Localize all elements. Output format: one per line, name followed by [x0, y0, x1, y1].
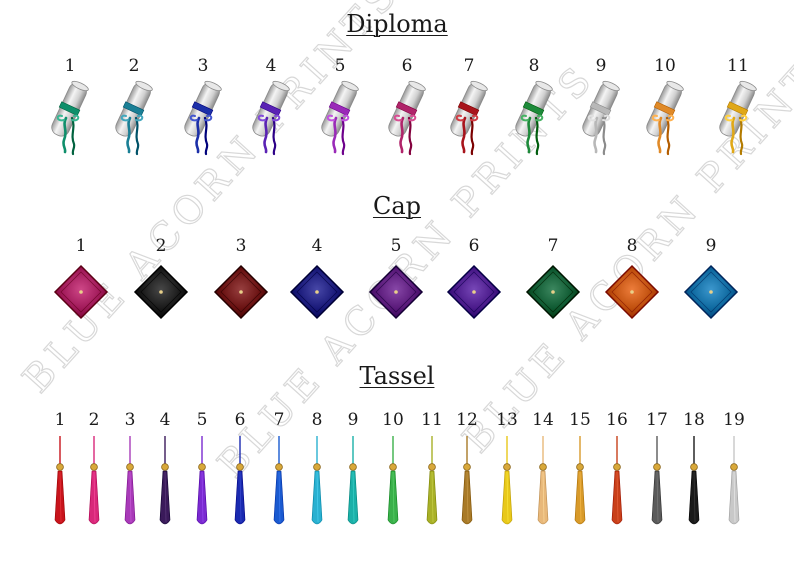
tassel[interactable] — [649, 436, 665, 532]
graduation-cap[interactable] — [602, 262, 662, 328]
tassel[interactable] — [499, 436, 515, 532]
graduation-cap[interactable] — [681, 262, 741, 328]
item-number: 14 — [532, 410, 554, 430]
tassel-section-title: Tassel — [359, 362, 435, 390]
item-number: 5 — [334, 56, 346, 76]
item-number: 17 — [646, 410, 668, 430]
item-number: 5 — [390, 236, 402, 256]
item-number: 2 — [88, 410, 100, 430]
tassel[interactable] — [86, 436, 102, 532]
item-number: 1 — [64, 56, 76, 76]
graduation-cap[interactable] — [211, 262, 271, 328]
item-number: 6 — [401, 56, 413, 76]
tassel[interactable] — [726, 436, 742, 532]
item-number: 3 — [197, 56, 209, 76]
item-number: 9 — [595, 56, 607, 76]
tassel[interactable] — [194, 436, 210, 532]
diploma-scroll[interactable] — [639, 80, 691, 160]
graduation-cap[interactable] — [51, 262, 111, 328]
diploma-scroll[interactable] — [381, 80, 433, 160]
item-number: 4 — [265, 56, 277, 76]
item-number: 11 — [727, 56, 749, 76]
tassel[interactable] — [424, 436, 440, 532]
item-number: 10 — [382, 410, 404, 430]
item-number: 12 — [456, 410, 478, 430]
graduation-cap[interactable] — [444, 262, 504, 328]
item-number: 9 — [705, 236, 717, 256]
item-number: 4 — [311, 236, 323, 256]
diploma-scroll[interactable] — [44, 80, 96, 160]
diploma-scroll[interactable] — [177, 80, 229, 160]
cap-section-title: Cap — [372, 192, 422, 220]
tassel[interactable] — [535, 436, 551, 532]
item-number: 7 — [547, 236, 559, 256]
item-number: 19 — [723, 410, 745, 430]
tassel[interactable] — [232, 436, 248, 532]
item-number: 1 — [54, 410, 66, 430]
item-number: 1 — [75, 236, 87, 256]
tassel[interactable] — [572, 436, 588, 532]
tassel[interactable] — [686, 436, 702, 532]
item-number: 6 — [234, 410, 246, 430]
tassel[interactable] — [52, 436, 68, 532]
diploma-scroll[interactable] — [108, 80, 160, 160]
diploma-scroll[interactable] — [314, 80, 366, 160]
item-number: 8 — [311, 410, 323, 430]
item-number: 18 — [683, 410, 705, 430]
item-number: 4 — [159, 410, 171, 430]
tassel[interactable] — [309, 436, 325, 532]
diploma-scroll[interactable] — [575, 80, 627, 160]
item-number: 8 — [626, 236, 638, 256]
diploma-scroll[interactable] — [443, 80, 495, 160]
tassel[interactable] — [271, 436, 287, 532]
item-number: 13 — [496, 410, 518, 430]
item-number: 7 — [463, 56, 475, 76]
diploma-scroll[interactable] — [712, 80, 764, 160]
item-number: 5 — [196, 410, 208, 430]
graduation-cap[interactable] — [287, 262, 347, 328]
item-number: 10 — [654, 56, 676, 76]
tassel[interactable] — [459, 436, 475, 532]
tassel[interactable] — [122, 436, 138, 532]
tassel[interactable] — [385, 436, 401, 532]
item-number: 3 — [235, 236, 247, 256]
item-number: 7 — [273, 410, 285, 430]
item-number: 16 — [606, 410, 628, 430]
diploma-section-title: Diploma — [346, 10, 448, 38]
item-number: 11 — [421, 410, 443, 430]
item-number: 2 — [155, 236, 167, 256]
tassel[interactable] — [345, 436, 361, 532]
tassel[interactable] — [609, 436, 625, 532]
tassel[interactable] — [157, 436, 173, 532]
diploma-scroll[interactable] — [245, 80, 297, 160]
graduation-cap[interactable] — [366, 262, 426, 328]
graduation-cap[interactable] — [523, 262, 583, 328]
item-number: 8 — [528, 56, 540, 76]
diploma-scroll[interactable] — [508, 80, 560, 160]
item-number: 15 — [569, 410, 591, 430]
item-number: 3 — [124, 410, 136, 430]
item-number: 9 — [347, 410, 359, 430]
item-number: 6 — [468, 236, 480, 256]
graduation-cap[interactable] — [131, 262, 191, 328]
item-number: 2 — [128, 56, 140, 76]
